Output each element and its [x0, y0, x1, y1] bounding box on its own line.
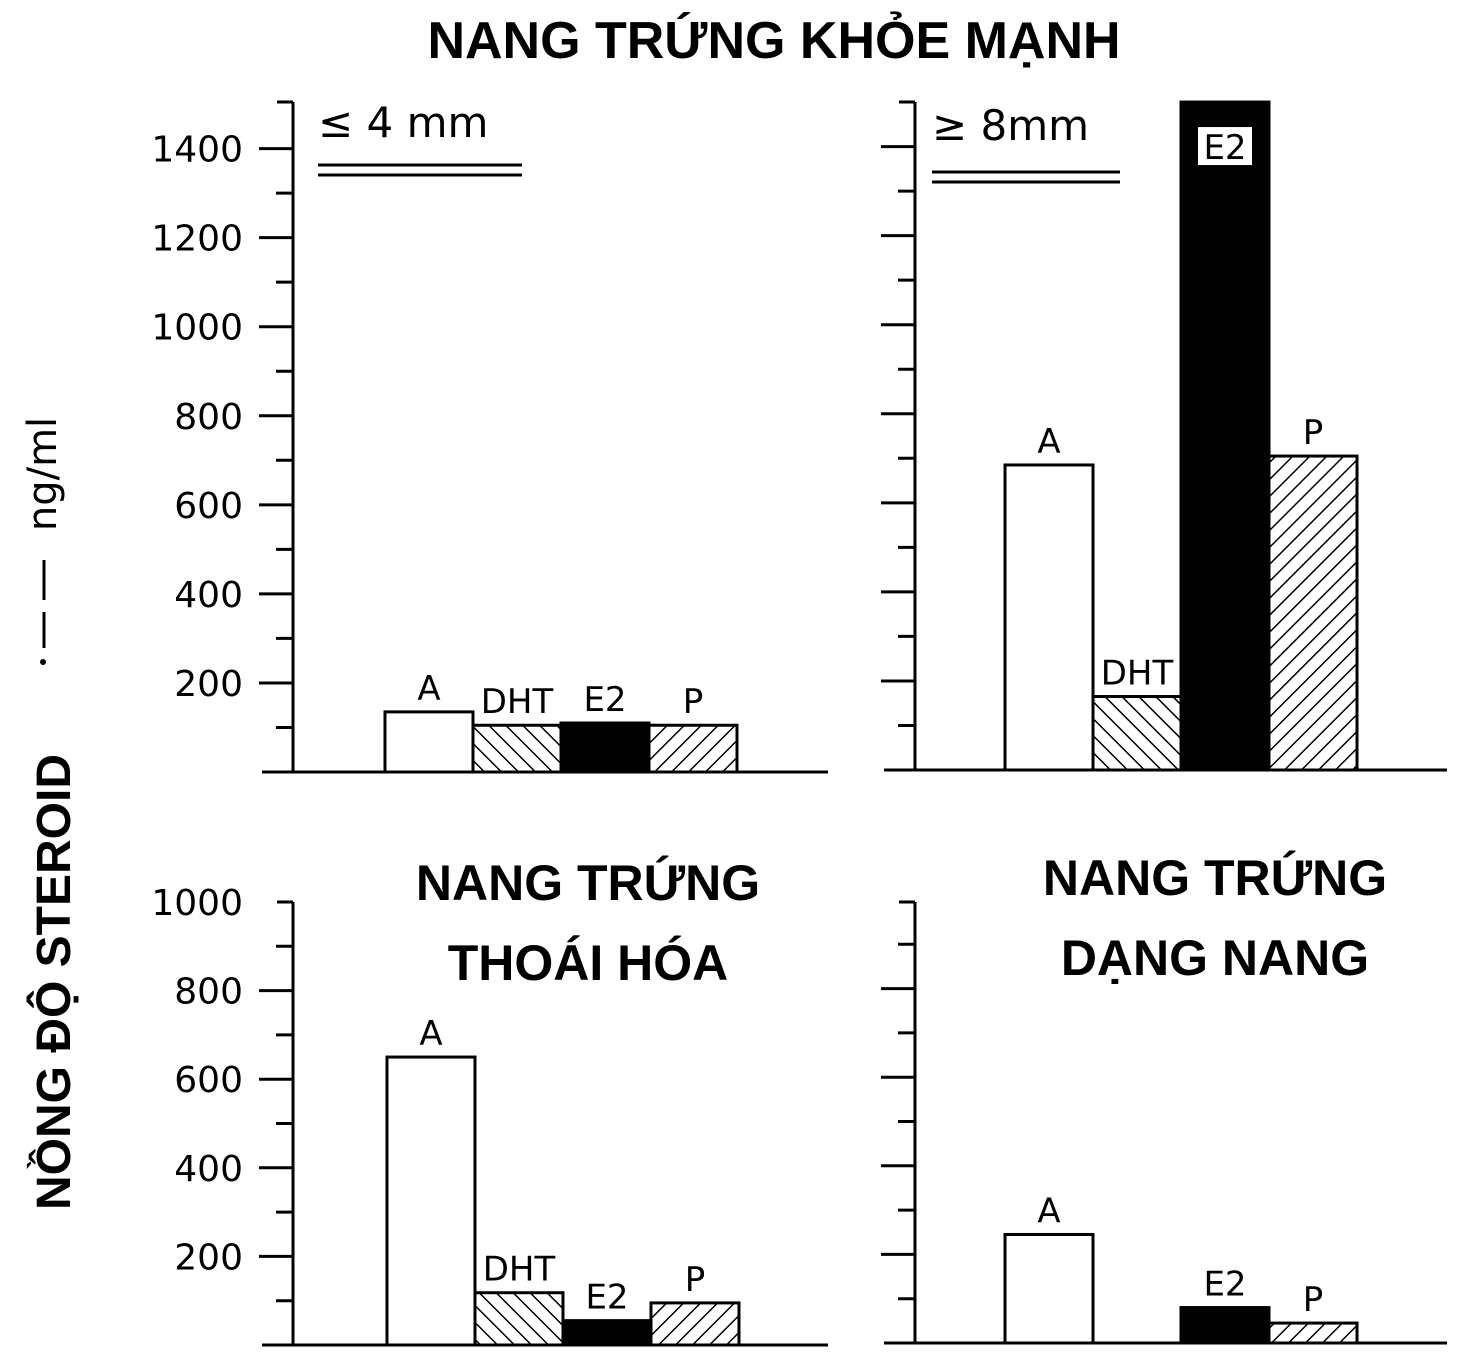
unit-dot: [40, 659, 46, 665]
y-tick-label: 400: [174, 575, 243, 616]
bar-a: [1003, 463, 1095, 772]
panel-bottom-right: NANG TRỨNG DẠNG NANG A E2 P: [881, 850, 1447, 1345]
bar-a: [385, 1055, 477, 1347]
bar-label: E2: [583, 680, 626, 720]
unit-indicator: ng/ml: [20, 417, 66, 665]
bar-label: E2: [1203, 128, 1246, 168]
bar-label: DHT: [1101, 654, 1174, 694]
bar-dht: [471, 723, 563, 774]
bar-e2: [1179, 1306, 1271, 1345]
y-tick-label: 1000: [151, 883, 243, 924]
bar-p: [649, 1301, 741, 1347]
panel-title-line: NANG TRỨNG: [1043, 850, 1387, 906]
bar-e2: [559, 721, 651, 774]
size-label: ≤ 4 mm: [318, 98, 488, 147]
bar-p: [1267, 454, 1359, 772]
bar-label: DHT: [483, 1250, 556, 1290]
y-tick-label: 600: [174, 1060, 243, 1101]
y-tick-label: 200: [174, 664, 243, 705]
bar-e2: [561, 1319, 653, 1347]
bar-a: [1003, 1232, 1095, 1345]
bar-label: DHT: [481, 682, 554, 722]
y-tick-label: 1400: [151, 130, 243, 171]
panel-title-line: THOÁI HÓA: [448, 935, 729, 991]
bar-label: E2: [1203, 1265, 1246, 1305]
y-tick-label: 1200: [151, 219, 243, 260]
bar-label-box: [1196, 125, 1254, 168]
panel-title-line: DẠNG NANG: [1061, 930, 1369, 986]
bar-label: A: [419, 1014, 442, 1054]
bar-dht: [473, 1291, 565, 1347]
panel-title-line: NANG TRỨNG: [416, 855, 760, 911]
bar-label: A: [1037, 422, 1060, 462]
y-tick-label: 600: [174, 486, 243, 527]
y-axis-label: NỒNG ĐỘ STEROID: [26, 754, 81, 1210]
y-tick-label: 1000: [151, 308, 243, 349]
bar-label: P: [1303, 413, 1324, 453]
y-tick-label: 400: [174, 1149, 243, 1190]
y-tick-label: 200: [174, 1237, 243, 1278]
bar-label: P: [685, 1260, 706, 1300]
size-label: ≥ 8mm: [932, 101, 1089, 150]
panel-top-right: ≥ 8mm A DHT E2 P: [881, 100, 1447, 772]
bar-dht: [1091, 695, 1183, 772]
bar-label: P: [683, 682, 704, 722]
bar-label: P: [1303, 1280, 1324, 1320]
panel-top-left: 200 400 600 800 1000 1200 1400 ≤ 4 mm A DHT E2 P: [151, 98, 828, 774]
bar-a: [383, 710, 475, 774]
bar-label: A: [417, 669, 440, 709]
bar-p: [1267, 1321, 1359, 1345]
bar-label: E2: [585, 1278, 628, 1318]
bar-label: A: [1037, 1191, 1060, 1231]
bar-p: [647, 723, 739, 774]
unit-label: ng/ml: [20, 417, 66, 531]
y-tick-label: 800: [174, 397, 243, 438]
bar-e2: [1179, 100, 1271, 772]
main-title: NANG TRỨNG KHỎE MẠNH: [427, 11, 1120, 70]
y-tick-label: 800: [174, 972, 243, 1013]
